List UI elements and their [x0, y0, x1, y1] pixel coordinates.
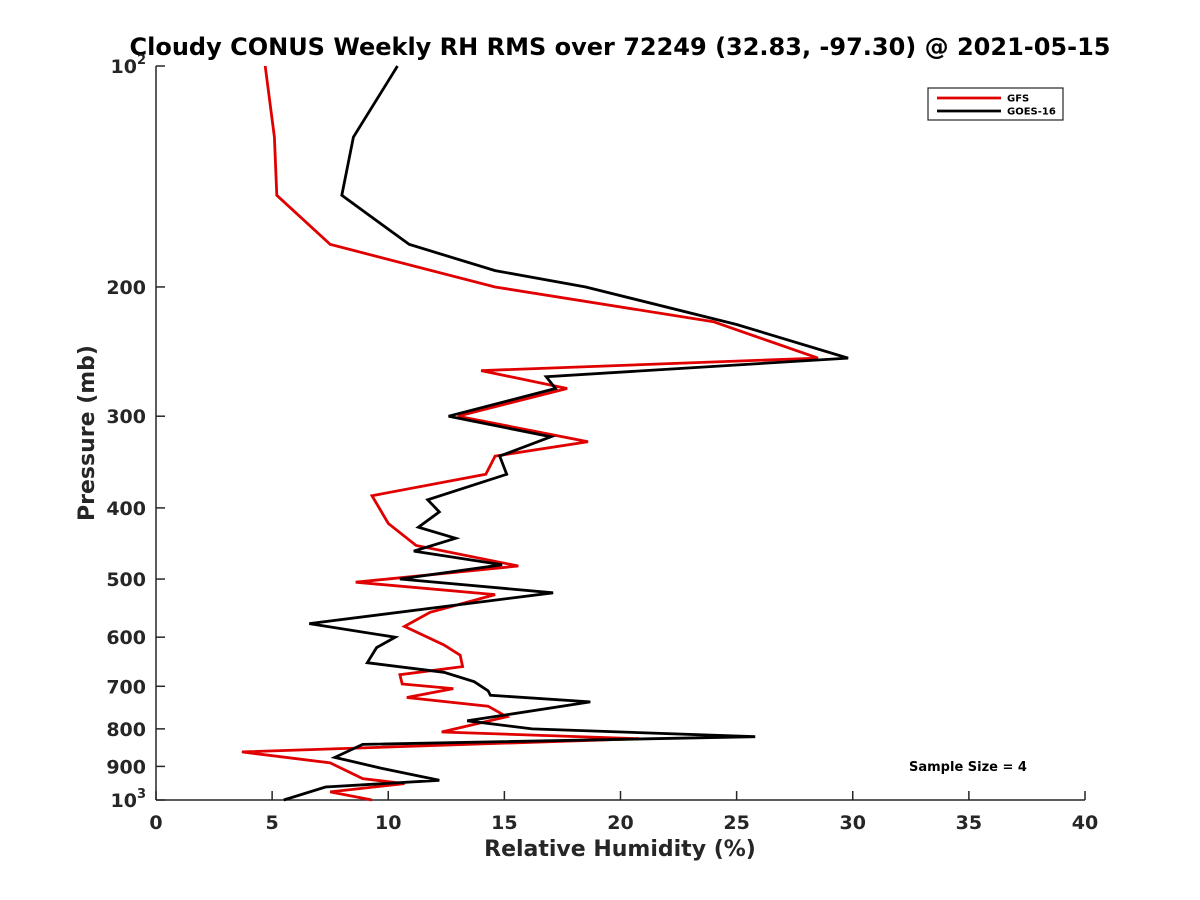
series-layer — [241, 65, 849, 802]
y-ticks: 102 200 300 400 500 600 700 800 900 103 — [106, 53, 165, 812]
y-tick-label: 700 — [106, 676, 146, 698]
chart-title: Cloudy CONUS Weekly RH RMS over 72249 (3… — [130, 33, 1111, 61]
legend-box — [927, 87, 1064, 121]
y-tick-label: 102 — [111, 53, 147, 78]
legend: GFS GOES-16 — [927, 87, 1064, 121]
x-tick-label: 40 — [1072, 812, 1098, 834]
y-tick-label: 900 — [106, 756, 146, 778]
x-tick-label: 25 — [723, 812, 749, 834]
x-tick-label: 10 — [375, 812, 401, 834]
plot-area: 0 5 10 15 20 25 30 35 40 102 200 300 400 500 600 700 80… — [106, 53, 1098, 834]
legend-label-goes-16: GOES-16 — [1007, 107, 1056, 118]
x-tick-label: 20 — [607, 812, 633, 834]
y-tick-label: 300 — [106, 406, 146, 428]
legend-items: GFS GOES-16 — [937, 94, 1056, 118]
legend-label-gfs: GFS — [1007, 94, 1029, 105]
y-tick-label: 600 — [106, 627, 146, 649]
x-ticks: 0 5 10 15 20 25 30 35 40 — [149, 791, 1098, 834]
y-tick-label: 103 — [111, 787, 147, 812]
x-axis-label: Relative Humidity (%) — [484, 837, 756, 862]
x-tick-label: 30 — [840, 812, 866, 834]
sample-size-annotation: Sample Size = 4 — [909, 760, 1027, 775]
x-tick-label: 5 — [266, 812, 279, 834]
y-tick-label: 200 — [106, 277, 146, 299]
series-line-goes-16 — [283, 65, 849, 802]
x-tick-label: 0 — [149, 812, 162, 834]
y-tick-label: 400 — [106, 498, 146, 520]
x-tick-label: 15 — [491, 812, 517, 834]
x-tick-label: 35 — [956, 812, 982, 834]
y-axis-label: Pressure (mb) — [75, 345, 100, 521]
y-tick-label: 500 — [106, 569, 146, 591]
y-tick-label: 800 — [106, 719, 146, 741]
